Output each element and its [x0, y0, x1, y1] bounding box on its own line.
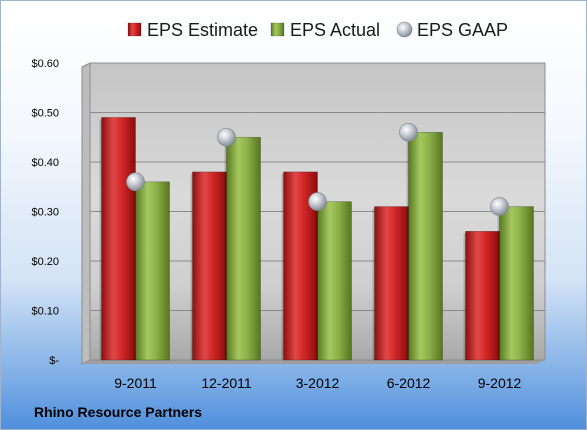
- y-tick-label: $0.60: [31, 58, 59, 70]
- x-tick-label: 9-2011: [114, 375, 157, 391]
- bar-eps-actual: [135, 181, 170, 361]
- y-tick-label: $0.50: [31, 108, 59, 120]
- marker-eps-gaap: [308, 192, 327, 211]
- legend-label: EPS Estimate: [147, 20, 258, 40]
- x-tick-label: 6-2012: [387, 375, 431, 391]
- bar-eps-actual: [499, 206, 534, 361]
- x-tick-label: 9-2012: [478, 375, 522, 391]
- bar-eps-actual: [226, 136, 261, 361]
- bar-eps-estimate: [465, 231, 500, 361]
- company-name: Rhino Resource Partners: [34, 404, 203, 420]
- marker-eps-gaap: [490, 197, 509, 216]
- y-tick-label: $0.10: [31, 306, 59, 318]
- marker-eps-gaap: [217, 127, 236, 147]
- plot-floor: [82, 360, 545, 364]
- bar-eps-estimate: [101, 117, 136, 361]
- bar-eps-estimate: [192, 171, 227, 361]
- marker-eps-gaap: [126, 172, 145, 192]
- x-tick-label: 3-2012: [296, 375, 340, 391]
- legend-label: EPS Actual: [290, 20, 380, 40]
- legend-label: EPS GAAP: [417, 20, 508, 40]
- legend-swatch: [127, 22, 142, 37]
- bar-eps-estimate: [374, 206, 409, 361]
- marker-eps-gaap: [399, 123, 418, 142]
- y-tick-label: $0.30: [31, 207, 59, 219]
- y-tick-label: $0.40: [31, 157, 59, 169]
- x-tick-label: 12-2011: [201, 375, 252, 391]
- bar-eps-actual: [408, 132, 443, 361]
- bar-eps-actual: [317, 201, 352, 361]
- y-tick-label: $0.20: [31, 256, 59, 268]
- y-tick-label: $-: [49, 355, 59, 367]
- plot-side-wall: [81, 62, 91, 365]
- legend-swatch: [396, 21, 413, 38]
- legend-swatch: [270, 22, 285, 37]
